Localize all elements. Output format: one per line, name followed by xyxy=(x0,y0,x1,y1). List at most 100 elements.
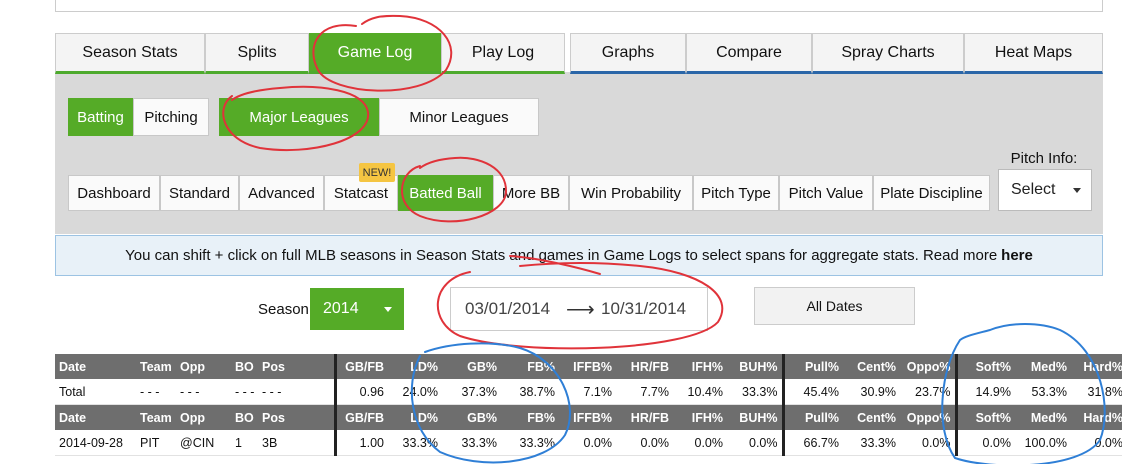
table-cell: 0.96 xyxy=(333,379,388,405)
col-header[interactable]: FB% xyxy=(501,404,559,430)
pitch-info-select[interactable]: Select xyxy=(998,169,1092,211)
col-header[interactable]: BO xyxy=(231,354,258,379)
table-cell: 31.8% xyxy=(1071,379,1122,405)
col-header[interactable]: Pull% xyxy=(781,354,843,379)
stat-tab-pitch-type[interactable]: Pitch Type xyxy=(693,175,779,211)
tab-compare[interactable]: Compare xyxy=(686,33,812,74)
pitch-info-label: Pitch Info: xyxy=(1010,150,1078,167)
col-header[interactable]: IFH% xyxy=(673,404,727,430)
info-banner-text: You can shift + click on full MLB season… xyxy=(125,247,998,264)
table-cell: 10.4% xyxy=(673,379,727,405)
col-header[interactable]: GB/FB xyxy=(333,404,388,430)
pitching-button[interactable]: Pitching xyxy=(133,98,209,136)
all-dates-button[interactable]: All Dates xyxy=(754,287,915,325)
table-cell: - - - xyxy=(136,379,176,405)
stat-tab-pitch-value[interactable]: Pitch Value xyxy=(779,175,873,211)
col-header[interactable]: Oppo% xyxy=(900,354,956,379)
col-header[interactable]: Hard% xyxy=(1071,404,1122,430)
minor-leagues-button[interactable]: Minor Leagues xyxy=(379,98,539,136)
col-header[interactable]: IFFB% xyxy=(559,354,616,379)
col-header[interactable]: Soft% xyxy=(954,354,1015,379)
col-header[interactable]: Date xyxy=(55,354,136,379)
table-cell: 33.3% xyxy=(843,430,900,456)
col-header[interactable]: Team xyxy=(136,354,176,379)
batting-button[interactable]: Batting xyxy=(68,98,133,136)
table-cell: 38.7% xyxy=(501,379,559,405)
col-header[interactable]: BUH% xyxy=(727,354,783,379)
table-row[interactable]: 2014-09-28 PIT @CIN 1 3B 1.00 33.3% 33.3… xyxy=(55,430,1122,456)
stat-tab-dashboard[interactable]: Dashboard xyxy=(68,175,160,211)
stat-tab-win-probability[interactable]: Win Probability xyxy=(569,175,693,211)
col-header[interactable]: Med% xyxy=(1015,354,1071,379)
col-header[interactable]: Team xyxy=(136,404,176,430)
pitch-info-value: Select xyxy=(1011,181,1056,198)
col-header[interactable]: Oppo% xyxy=(900,404,956,430)
col-header[interactable]: HR/FB xyxy=(616,404,673,430)
col-header[interactable]: Pos xyxy=(258,354,335,379)
table-cell: 0.0% xyxy=(559,430,616,456)
end-date[interactable]: 10/31/2014 xyxy=(601,299,687,318)
table-cell: - - - xyxy=(258,379,335,405)
date-range-picker[interactable]: 03/01/2014 ⟶ 10/31/2014 xyxy=(450,287,708,331)
table-cell: 33.3% xyxy=(388,430,442,456)
table-cell: 3B xyxy=(258,430,335,456)
col-header[interactable]: Pos xyxy=(258,404,335,430)
table-cell: Total xyxy=(55,379,136,405)
stat-tab-advanced[interactable]: Advanced xyxy=(239,175,324,211)
start-date[interactable]: 03/01/2014 xyxy=(465,299,551,318)
new-badge: NEW! xyxy=(359,163,395,182)
tab-heat-maps[interactable]: Heat Maps xyxy=(964,33,1103,74)
season-select[interactable]: 2014 xyxy=(310,288,404,330)
col-header[interactable]: Pull% xyxy=(781,404,843,430)
table-cell: 33.3% xyxy=(442,430,501,456)
table-row-total[interactable]: Total - - - - - - - - - - - - 0.96 24.0%… xyxy=(55,379,1122,405)
table-cell: 0.0% xyxy=(673,430,727,456)
top-container xyxy=(55,0,1103,12)
table-cell: 33.3% xyxy=(727,379,783,405)
col-header[interactable]: Hard% xyxy=(1071,354,1122,379)
table-cell: 0.0% xyxy=(727,430,783,456)
tab-splits[interactable]: Splits xyxy=(205,33,309,74)
col-header[interactable]: Cent% xyxy=(843,404,900,430)
read-more-link[interactable]: here xyxy=(1001,247,1033,264)
col-header[interactable]: Opp xyxy=(176,404,231,430)
col-header[interactable]: LD% xyxy=(388,354,442,379)
table-cell: 53.3% xyxy=(1015,379,1071,405)
tab-season-stats[interactable]: Season Stats xyxy=(55,33,205,74)
col-header[interactable]: GB% xyxy=(442,404,501,430)
tab-game-log[interactable]: Game Log xyxy=(309,33,441,74)
table-cell: - - - xyxy=(176,379,231,405)
tab-graphs[interactable]: Graphs xyxy=(570,33,686,74)
col-header[interactable]: BO xyxy=(231,404,258,430)
table-cell: - - - xyxy=(231,379,258,405)
stat-tab-standard[interactable]: Standard xyxy=(160,175,239,211)
col-header[interactable]: Soft% xyxy=(954,404,1015,430)
major-leagues-button[interactable]: Major Leagues xyxy=(219,98,379,136)
col-header[interactable]: GB/FB xyxy=(333,354,388,379)
table-cell: 66.7% xyxy=(781,430,843,456)
col-header[interactable]: FB% xyxy=(501,354,559,379)
table-header-row: Date Team Opp BO Pos GB/FB LD% GB% FB% I… xyxy=(55,404,1122,430)
table-cell: 30.9% xyxy=(843,379,900,405)
table-header-row: Date Team Opp BO Pos GB/FB LD% GB% FB% I… xyxy=(55,354,1122,379)
col-header[interactable]: IFFB% xyxy=(559,404,616,430)
table-cell: 7.7% xyxy=(616,379,673,405)
col-header[interactable]: IFH% xyxy=(673,354,727,379)
col-header[interactable]: BUH% xyxy=(727,404,783,430)
col-header[interactable]: Cent% xyxy=(843,354,900,379)
table-cell: 14.9% xyxy=(954,379,1015,405)
col-header[interactable]: GB% xyxy=(442,354,501,379)
col-header[interactable]: LD% xyxy=(388,404,442,430)
col-header[interactable]: Med% xyxy=(1015,404,1071,430)
stat-tab-batted-ball[interactable]: Batted Ball xyxy=(398,175,493,211)
tab-play-log[interactable]: Play Log xyxy=(441,33,565,74)
stat-tab-more-bb[interactable]: More BB xyxy=(493,175,569,211)
stat-tab-plate-discipline[interactable]: Plate Discipline xyxy=(873,175,990,211)
col-header[interactable]: Date xyxy=(55,404,136,430)
col-header[interactable]: Opp xyxy=(176,354,231,379)
table-cell: 24.0% xyxy=(388,379,442,405)
tab-spray-charts[interactable]: Spray Charts xyxy=(812,33,964,74)
table-cell: 0.0% xyxy=(900,430,956,456)
col-header[interactable]: HR/FB xyxy=(616,354,673,379)
table-cell[interactable]: 2014-09-28 xyxy=(55,430,136,456)
